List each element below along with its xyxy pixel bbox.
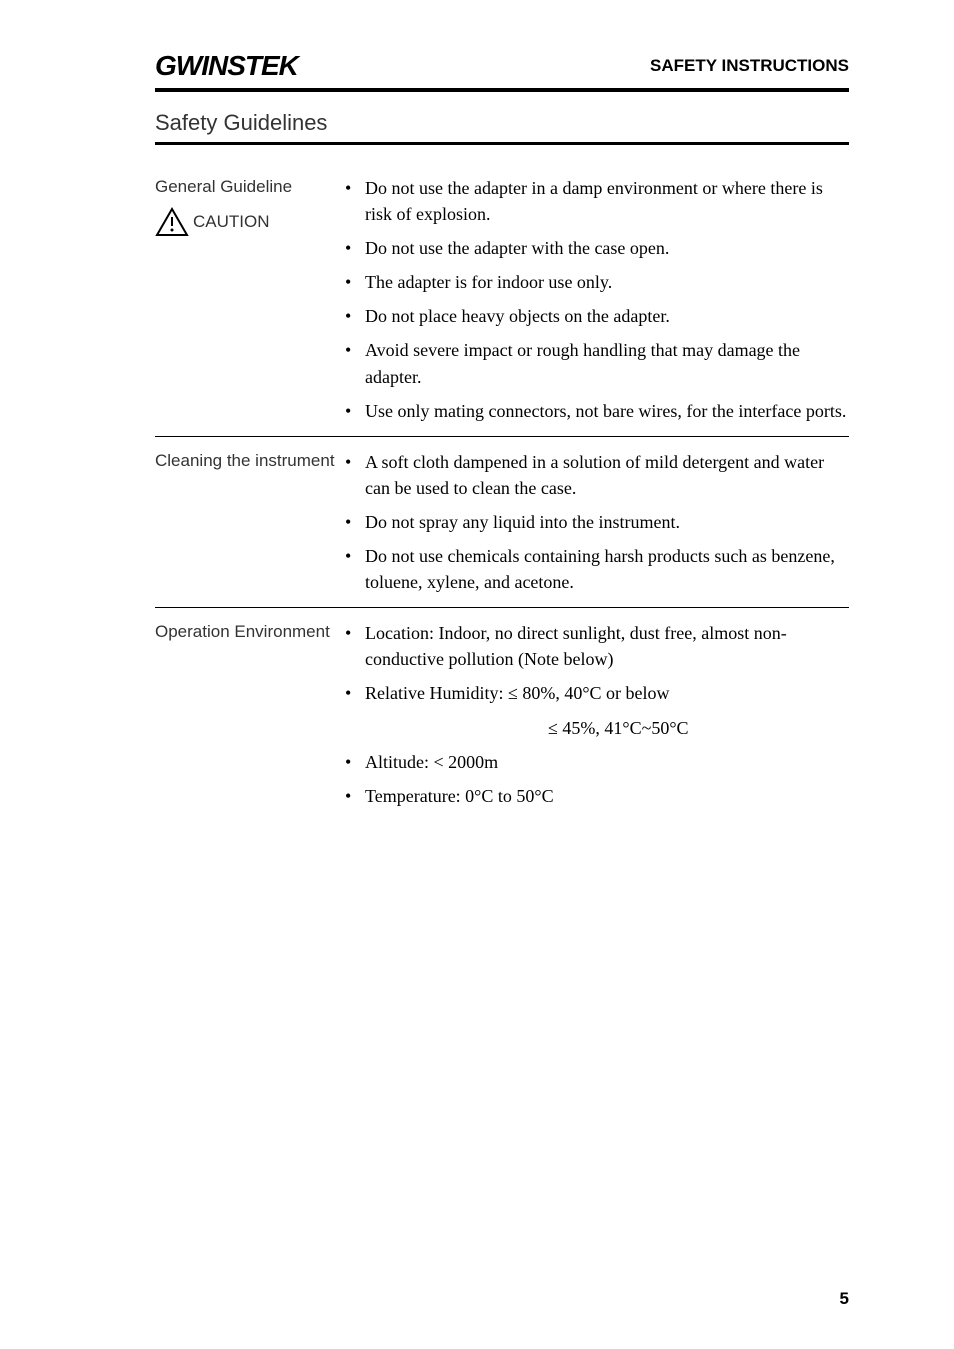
bullet-marker: • [345, 269, 365, 295]
section-underline [155, 142, 849, 145]
bullet-text: Do not use chemicals containing harsh pr… [365, 543, 849, 595]
bullet-list: •A soft cloth dampened in a solution of … [345, 449, 849, 595]
row-content: •Do not use the adapter in a damp enviro… [345, 175, 849, 424]
bullet-marker: • [345, 620, 365, 646]
bullet-list: •Do not use the adapter in a damp enviro… [345, 175, 849, 424]
bullet-text: Location: Indoor, no direct sunlight, du… [365, 620, 849, 672]
table-row: General GuidelineCAUTION•Do not use the … [155, 163, 849, 437]
page-number: 5 [840, 1289, 849, 1309]
bullet-item: •Location: Indoor, no direct sunlight, d… [345, 620, 849, 672]
bullet-item-indent: ≤ 45%, 41°C~50°C [345, 715, 849, 741]
bullet-marker: • [345, 749, 365, 775]
bullet-item: •Temperature: 0°C to 50°C [345, 783, 849, 809]
bullet-marker: • [345, 783, 365, 809]
caution-label: CAUTION [193, 210, 270, 234]
bullet-marker: • [345, 303, 365, 329]
bullet-marker: • [345, 235, 365, 261]
bullet-text: The adapter is for indoor use only. [365, 269, 849, 295]
logo: GWINSTEK [155, 50, 298, 82]
bullet-marker: • [345, 449, 365, 475]
bullet-marker: • [345, 175, 365, 201]
bullet-item: •Relative Humidity: ≤ 80%, 40°C or below [345, 680, 849, 706]
bullet-item: •Do not use the adapter in a damp enviro… [345, 175, 849, 227]
bullet-item: •Do not use the adapter with the case op… [345, 235, 849, 261]
bullet-item: •The adapter is for indoor use only. [345, 269, 849, 295]
bullet-text: Do not place heavy objects on the adapte… [365, 303, 849, 329]
row-label-text: Operation Environment [155, 620, 345, 644]
row-label: Operation Environment [155, 620, 345, 809]
bullet-text: Relative Humidity: ≤ 80%, 40°C or below [365, 680, 849, 706]
bullet-text: Do not use the adapter with the case ope… [365, 235, 849, 261]
bullet-text: Do not use the adapter in a damp environ… [365, 175, 849, 227]
bullet-marker: • [345, 337, 365, 363]
bullet-text: A soft cloth dampened in a solution of m… [365, 449, 849, 501]
bullet-text: Use only mating connectors, not bare wir… [365, 398, 849, 424]
bullet-item: •Avoid severe impact or rough handling t… [345, 337, 849, 389]
bullet-item: •Do not use chemicals containing harsh p… [345, 543, 849, 595]
table-row: Operation Environment•Location: Indoor, … [155, 608, 849, 821]
bullet-item: •Use only mating connectors, not bare wi… [345, 398, 849, 424]
row-content: •A soft cloth dampened in a solution of … [345, 449, 849, 595]
bullet-item: •Altitude: < 2000m [345, 749, 849, 775]
bullet-item: •A soft cloth dampened in a solution of … [345, 449, 849, 501]
caution-wrap: CAUTION [155, 207, 345, 237]
table-row: Cleaning the instrument•A soft cloth dam… [155, 437, 849, 608]
bullet-marker: • [345, 398, 365, 424]
section-title: Safety Guidelines [155, 110, 849, 136]
row-label-text: General Guideline [155, 175, 345, 199]
row-label: Cleaning the instrument [155, 449, 345, 595]
bullet-item: •Do not spray any liquid into the instru… [345, 509, 849, 535]
row-label-text: Cleaning the instrument [155, 449, 345, 473]
bullet-list: •Location: Indoor, no direct sunlight, d… [345, 620, 849, 809]
header-title: SAFETY INSTRUCTIONS [650, 56, 849, 76]
bullet-text: Do not spray any liquid into the instrum… [365, 509, 849, 535]
page-header: GWINSTEK SAFETY INSTRUCTIONS [155, 50, 849, 92]
bullet-marker: • [345, 543, 365, 569]
bullet-spacer [345, 715, 365, 741]
bullet-item: •Do not place heavy objects on the adapt… [345, 303, 849, 329]
bullet-text: Altitude: < 2000m [365, 749, 849, 775]
bullet-marker: • [345, 509, 365, 535]
row-label: General Guideline CAUTION [155, 175, 345, 424]
bullet-text: Avoid severe impact or rough handling th… [365, 337, 849, 389]
bullet-text: ≤ 45%, 41°C~50°C [365, 715, 849, 741]
caution-icon [155, 207, 189, 237]
rows-container: General GuidelineCAUTION•Do not use the … [155, 163, 849, 821]
bullet-text: Temperature: 0°C to 50°C [365, 783, 849, 809]
bullet-marker: • [345, 680, 365, 706]
row-content: •Location: Indoor, no direct sunlight, d… [345, 620, 849, 809]
